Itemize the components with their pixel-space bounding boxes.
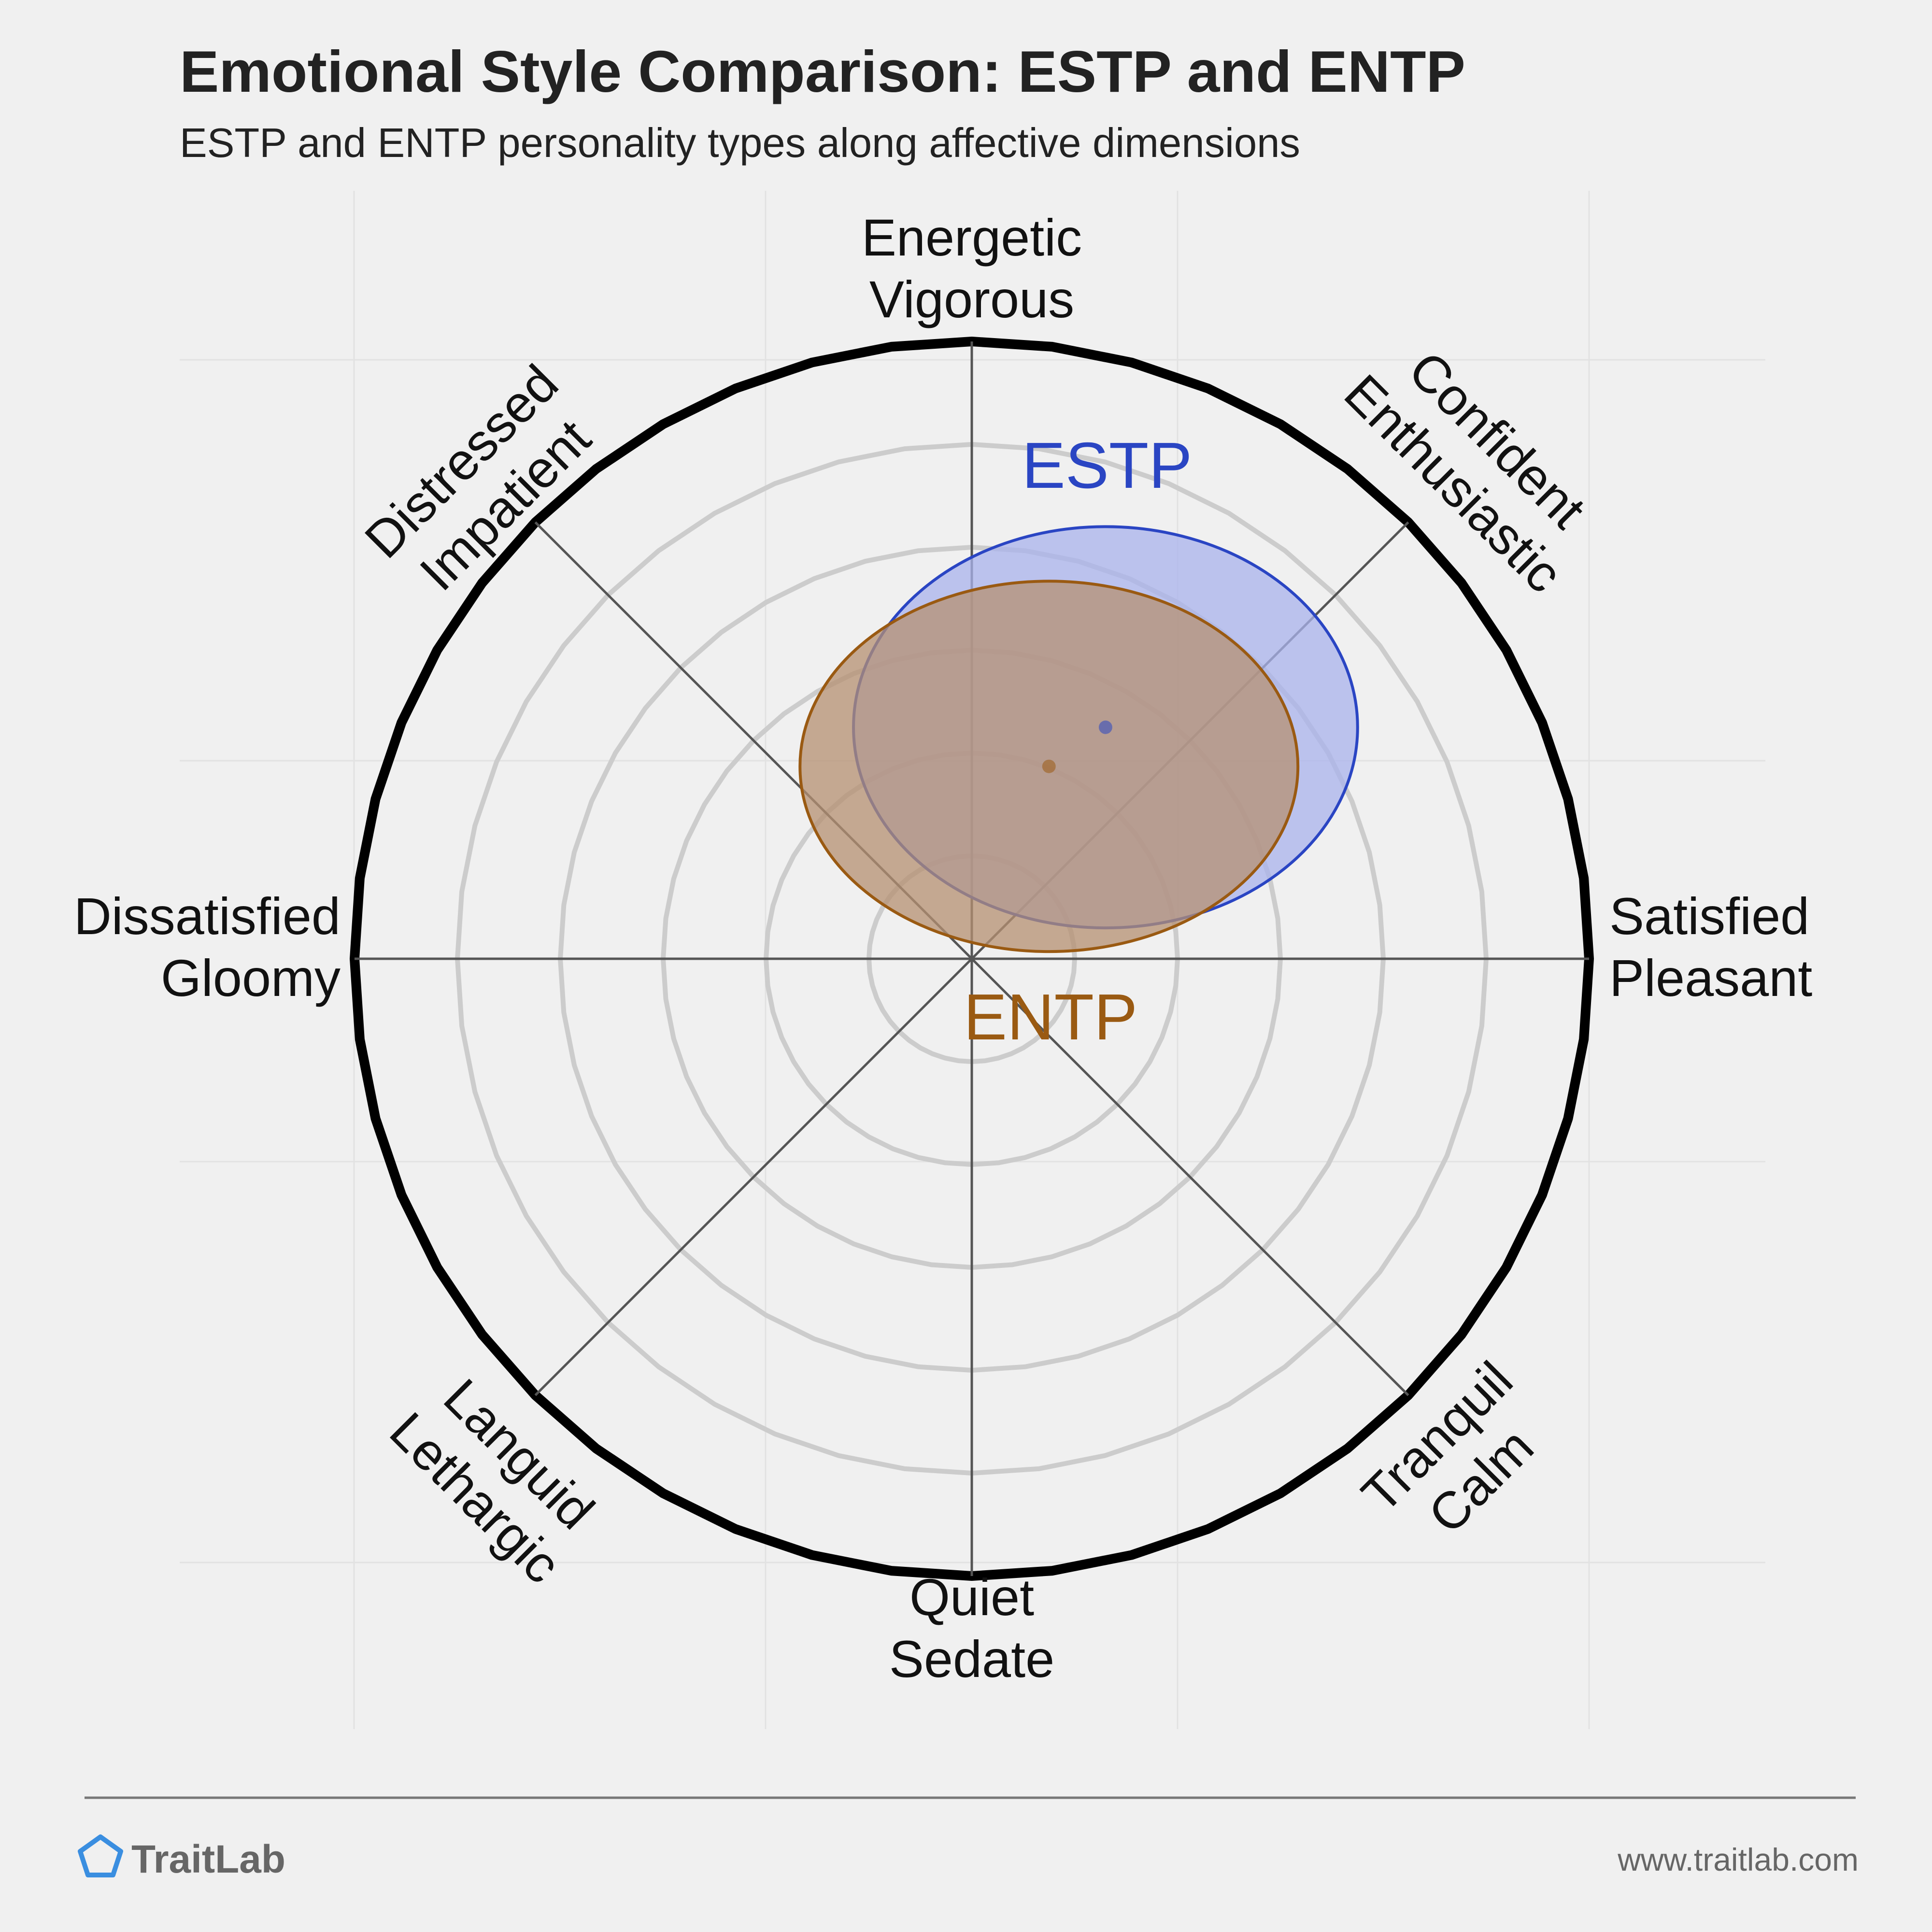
dimension-label-dissatisfied-line-1: Dissatisfied [74, 887, 341, 945]
brand-logo [78, 1834, 123, 1877]
dimension-label-quiet-line-1: Quiet [909, 1568, 1034, 1626]
entp-label: ENTP [964, 980, 1137, 1053]
estp-center-point [1098, 720, 1112, 734]
series-labels: ESTP ENTP [964, 429, 1192, 1053]
dimension-label-quiet-line-2: Sedate [889, 1630, 1054, 1688]
entp-center-point [1042, 759, 1056, 773]
dimension-label-energetic-line-2: Vigorous [869, 270, 1074, 328]
brand-name: TraitLab [131, 1837, 285, 1881]
dimension-label-energetic-line-1: Energetic [862, 208, 1082, 267]
dimension-label-satisfied-line-1: Satisfied [1609, 887, 1809, 945]
pentagon-logo-icon [78, 1834, 123, 1877]
footer-url: www.traitlab.com [1617, 1842, 1859, 1877]
estp-label: ESTP [1022, 429, 1193, 502]
chart-title: Emotional Style Comparison: ESTP and ENT… [180, 39, 1465, 104]
dimension-label-dissatisfied-line-2: Gloomy [161, 949, 341, 1007]
chart-subtitle: ESTP and ENTP personality types along af… [180, 120, 1300, 166]
dimension-label-satisfied-line-2: Pleasant [1609, 949, 1812, 1007]
series-ellipses [798, 525, 1359, 953]
radial-axes [355, 341, 1589, 1576]
